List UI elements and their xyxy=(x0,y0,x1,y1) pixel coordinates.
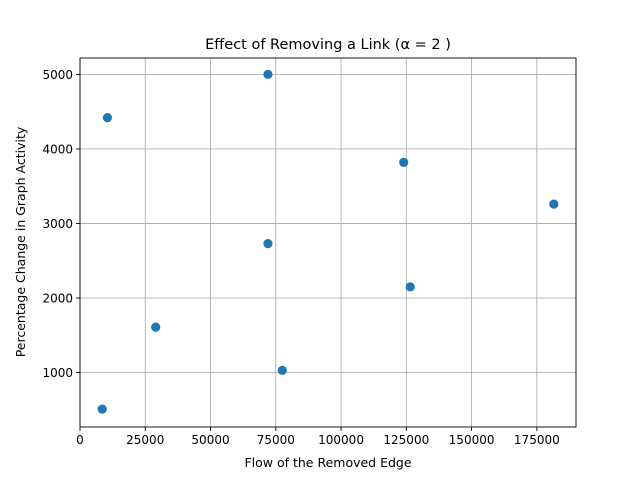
data-point xyxy=(549,199,559,209)
y-tick-label: 5000 xyxy=(42,68,73,82)
y-axis-label: Percentage Change in Graph Activity xyxy=(13,126,28,357)
y-tick-label: 4000 xyxy=(42,142,73,156)
data-points xyxy=(97,69,559,414)
x-tick-label: 175000 xyxy=(514,433,560,447)
x-tick-label: 75000 xyxy=(257,433,295,447)
data-point xyxy=(102,113,113,123)
x-tick-label: 100000 xyxy=(318,433,364,447)
x-tick-label: 50000 xyxy=(191,433,229,447)
x-axis-ticks: 0 25000 50000 75000 100000 125000 150000 175000 xyxy=(76,427,560,447)
y-tick-label: 3000 xyxy=(42,217,73,231)
y-axis-ticks: 1000 2000 3000 4000 5000 xyxy=(42,68,80,380)
data-point xyxy=(399,157,409,167)
x-tick-label: 25000 xyxy=(126,433,164,447)
plot-frame xyxy=(79,57,577,428)
x-tick-label: 150000 xyxy=(449,433,495,447)
data-point xyxy=(151,322,161,332)
data-point xyxy=(405,282,415,292)
y-tick-label: 2000 xyxy=(42,292,73,306)
grid xyxy=(79,58,576,427)
data-point xyxy=(97,404,107,414)
data-point xyxy=(263,69,273,79)
y-tick-label: 1000 xyxy=(42,366,73,380)
x-tick-label: 125000 xyxy=(383,433,429,447)
data-point xyxy=(277,365,287,375)
x-axis-label: Flow of the Removed Edge xyxy=(244,455,411,470)
x-tick-label: 0 xyxy=(76,433,84,447)
chart-title: Effect of Removing a Link (α = 2 ) xyxy=(205,37,451,53)
data-point xyxy=(263,239,273,249)
